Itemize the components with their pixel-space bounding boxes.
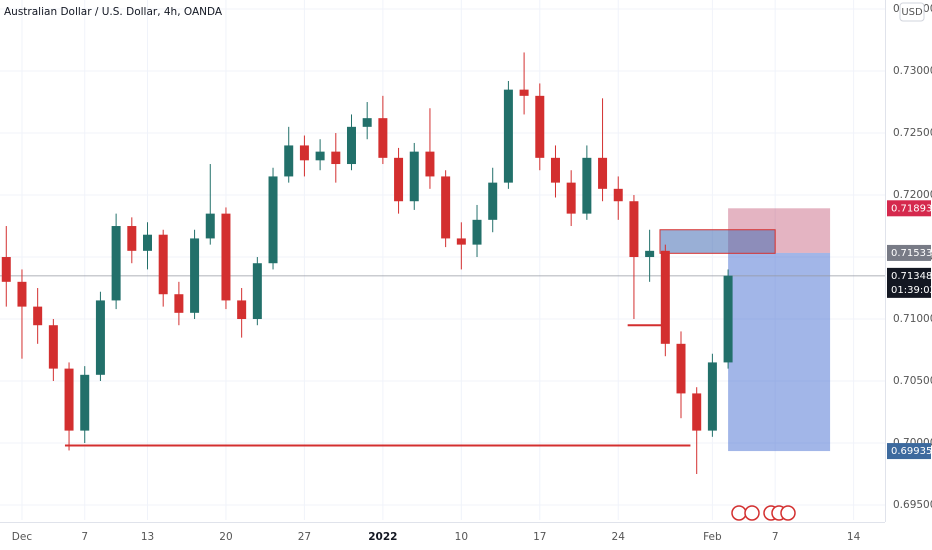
candle-body bbox=[205, 213, 215, 239]
candle-body bbox=[143, 234, 152, 251]
candle-body bbox=[64, 368, 74, 431]
x-tick-label: 2022 bbox=[368, 531, 397, 543]
candle-body bbox=[80, 374, 90, 431]
candle-body bbox=[48, 325, 58, 369]
x-tick-label: 20 bbox=[219, 531, 232, 543]
candle-body bbox=[299, 145, 309, 161]
x-tick-label: 10 bbox=[455, 531, 468, 543]
countdown: 01:39:02 bbox=[891, 285, 932, 296]
candle-body bbox=[488, 182, 498, 220]
candle-body bbox=[629, 201, 639, 258]
candle-body bbox=[252, 263, 262, 320]
candle-body bbox=[33, 306, 43, 326]
candle-body bbox=[645, 250, 655, 258]
candle-body bbox=[331, 151, 341, 165]
x-tick-label: 27 bbox=[298, 531, 311, 543]
zone-box bbox=[659, 229, 776, 254]
price-tag bbox=[887, 443, 931, 460]
candle-body bbox=[660, 250, 670, 344]
target-zone bbox=[728, 252, 831, 452]
candle-body bbox=[566, 182, 576, 214]
candle-body bbox=[315, 151, 325, 161]
candle-body bbox=[582, 157, 592, 214]
price-tag bbox=[887, 200, 931, 217]
candle-body bbox=[111, 226, 121, 301]
chart-title: Australian Dollar / U.S. Dollar, 4h, OAN… bbox=[4, 6, 223, 18]
price-tag-label: 0.69935 bbox=[891, 446, 932, 457]
x-tick-label: Feb bbox=[703, 531, 722, 543]
candle-body bbox=[268, 176, 278, 264]
event-icons bbox=[731, 505, 796, 521]
candle-body bbox=[346, 126, 356, 165]
candle-body bbox=[456, 238, 466, 245]
candle-body bbox=[535, 95, 545, 158]
candle-body bbox=[425, 151, 435, 177]
currency-box bbox=[899, 2, 925, 22]
candle-body bbox=[613, 188, 623, 202]
plot-area bbox=[0, 0, 885, 520]
candle-body bbox=[409, 151, 419, 202]
candle-body bbox=[17, 281, 27, 307]
candle-body bbox=[95, 300, 105, 375]
candle-body bbox=[472, 219, 482, 245]
candle-body bbox=[550, 157, 560, 183]
candle-body bbox=[394, 157, 404, 202]
candle-body bbox=[127, 226, 137, 251]
candle-body bbox=[676, 343, 686, 394]
candle-body bbox=[221, 213, 231, 301]
price-axis: 0.695000.700000.705000.710000.715000.720… bbox=[887, 3, 932, 511]
candle-body bbox=[237, 300, 247, 320]
x-tick-label: 14 bbox=[847, 531, 861, 543]
candle-body bbox=[723, 275, 733, 363]
candle-body bbox=[441, 176, 451, 239]
x-tick-label: Dec bbox=[12, 531, 33, 543]
x-tick-label: 7 bbox=[772, 531, 779, 543]
price-tag-label: 0.71348 bbox=[891, 271, 932, 282]
candle-body bbox=[598, 157, 608, 189]
candle-body bbox=[707, 362, 717, 431]
price-tag bbox=[887, 244, 931, 261]
candle-body bbox=[519, 89, 529, 96]
currency: USD bbox=[901, 7, 923, 18]
candle-body bbox=[362, 118, 372, 127]
candle-body bbox=[1, 257, 11, 282]
candle-body bbox=[692, 393, 702, 431]
price-tag-label: 0.71533 bbox=[891, 248, 932, 259]
candle-body bbox=[378, 118, 388, 158]
candle-body bbox=[503, 89, 513, 183]
x-tick-label: 13 bbox=[141, 531, 154, 543]
price-tag bbox=[887, 267, 931, 298]
x-tick-label: 7 bbox=[81, 531, 88, 543]
candle-body bbox=[190, 238, 200, 313]
price-tag-label: 0.71893 bbox=[891, 203, 932, 214]
x-tick-label: 17 bbox=[533, 531, 546, 543]
candle-body bbox=[174, 294, 184, 313]
candle-body bbox=[284, 145, 294, 177]
x-tick-label: 24 bbox=[612, 531, 626, 543]
candle-body bbox=[158, 234, 168, 295]
